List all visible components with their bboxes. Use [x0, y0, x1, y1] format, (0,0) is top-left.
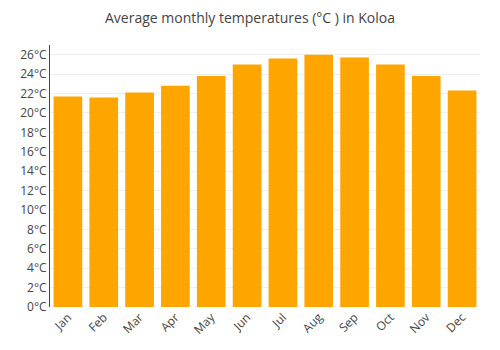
svg-text:Jan: Jan — [50, 309, 75, 334]
svg-text:Average monthly temperatures (: Average monthly temperatures (°C ) in Ko… — [105, 8, 395, 27]
svg-text:Oct: Oct — [372, 309, 398, 335]
svg-text:Jun: Jun — [229, 309, 254, 334]
svg-text:6°C: 6°C — [27, 240, 47, 257]
svg-text:2°C: 2°C — [27, 279, 47, 296]
svg-text:0°C: 0°C — [27, 298, 47, 315]
svg-text:Sep: Sep — [335, 309, 362, 336]
svg-text:4°C: 4°C — [27, 259, 47, 276]
svg-text:8°C: 8°C — [27, 221, 47, 238]
svg-text:10°C: 10°C — [20, 201, 47, 218]
svg-text:26°C: 26°C — [20, 46, 47, 63]
svg-text:24°C: 24°C — [20, 65, 47, 82]
svg-text:Mar: Mar — [119, 309, 147, 337]
svg-text:Jul: Jul — [268, 309, 290, 331]
svg-text:Aug: Aug — [299, 309, 327, 337]
svg-text:18°C: 18°C — [20, 124, 47, 141]
svg-text:16°C: 16°C — [20, 143, 47, 160]
svg-text:May: May — [190, 308, 219, 337]
svg-text:Apr: Apr — [156, 309, 182, 335]
svg-text:Nov: Nov — [406, 309, 434, 337]
svg-text:14°C: 14°C — [20, 162, 47, 179]
svg-text:12°C: 12°C — [20, 182, 47, 199]
svg-text:20°C: 20°C — [20, 104, 47, 121]
svg-text:Dec: Dec — [442, 309, 469, 336]
svg-text:22°C: 22°C — [20, 85, 47, 102]
svg-text:Feb: Feb — [84, 309, 110, 335]
